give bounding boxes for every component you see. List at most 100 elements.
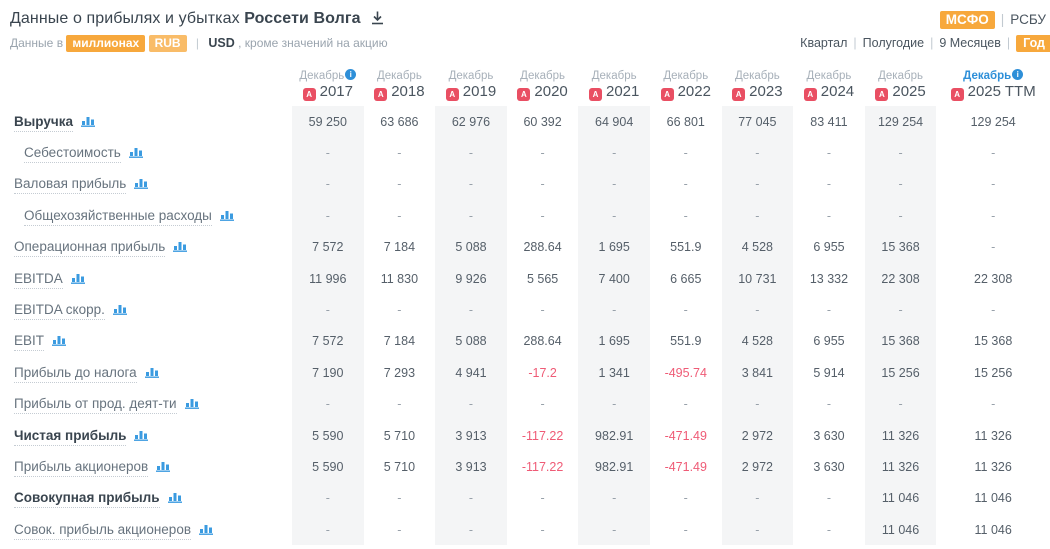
bar-chart-icon[interactable] [219, 209, 234, 224]
table-row: Прибыль от прод. деят-ти - - - - - - - - - - [0, 388, 1050, 420]
value-cell: - [721, 168, 794, 201]
table-row: Прибыль до налога 7 190 7 293 4 941 -17.2 1 3… [0, 357, 1050, 389]
standard-msfo-button[interactable]: МСФО [939, 11, 995, 29]
row-label[interactable]: Прибыль до налога [14, 364, 137, 383]
table-row: Себестоимость - - - - - - - - - - [0, 137, 1050, 169]
currency-rub-button[interactable]: RUB [148, 35, 187, 52]
page-subheader: Данные в миллионах RUB | USD , кроме зна… [0, 30, 1050, 52]
value-cell: 3 913 [435, 419, 507, 452]
bar-chart-icon[interactable] [144, 366, 159, 381]
value-cell: 5 590 [292, 419, 364, 452]
value-cell: - [578, 200, 650, 232]
value-cell: - [578, 482, 650, 515]
pdf-report-icon[interactable]: A [660, 88, 674, 102]
value-cell: - [540, 397, 545, 412]
bar-chart-icon[interactable] [52, 334, 67, 349]
pdf-report-icon[interactable]: A [732, 88, 746, 102]
value-cell: - [435, 294, 507, 326]
period-9months-tab[interactable]: 9 Месяцев [939, 36, 1001, 50]
bar-chart-icon[interactable] [128, 146, 143, 161]
bar-chart-icon[interactable] [156, 460, 171, 475]
column-year-label: A 2017 [292, 83, 364, 102]
value-cell: - [540, 208, 545, 223]
value-cell: - [292, 482, 364, 515]
info-icon[interactable]: i [345, 68, 357, 80]
value-cell: 9 926 [435, 262, 507, 295]
row-label[interactable]: Прибыль от прод. деят-ти [14, 396, 177, 415]
row-label[interactable]: Чистая прибыль [14, 427, 127, 446]
value-cell: 4 941 [435, 357, 507, 389]
row-label-cell: Прибыль до налога [0, 364, 292, 383]
units-suffix: , кроме значений на акцию [238, 36, 388, 50]
bar-chart-icon[interactable] [70, 272, 85, 287]
value-cell: 7 184 [383, 240, 416, 255]
period-quarter-tab[interactable]: Квартал [800, 36, 848, 50]
value-cell: - [683, 303, 688, 318]
pdf-report-icon[interactable]: A [517, 88, 531, 102]
bar-chart-icon[interactable] [184, 397, 199, 412]
value-cell: - [397, 397, 402, 412]
value-cell: 11 326 [864, 419, 937, 452]
bar-chart-icon[interactable] [80, 115, 95, 130]
row-label[interactable]: Прибыль акционеров [14, 458, 149, 477]
value-cell: 11 326 [864, 451, 937, 483]
value-cell: 982.91 [578, 419, 650, 452]
value-cell: - [826, 522, 832, 537]
pdf-report-icon[interactable]: A [445, 88, 459, 102]
value-cell: 5 914 [813, 365, 845, 380]
pdf-report-icon[interactable]: A [588, 88, 602, 102]
unit-scale-button[interactable]: миллионах [66, 35, 146, 52]
value-cell: -471.49 [664, 428, 707, 443]
value-cell: 3 630 [813, 428, 845, 443]
bar-chart-icon[interactable] [173, 240, 188, 255]
value-cell: - [826, 177, 832, 192]
row-label-cell: Валовая прибыль [0, 176, 292, 195]
bar-chart-icon[interactable] [134, 177, 149, 192]
pdf-report-icon[interactable]: A [374, 88, 388, 102]
standard-rsbu-button[interactable]: РСБУ [1010, 12, 1046, 27]
value-cell: 5 088 [435, 325, 507, 358]
pdf-report-icon[interactable]: A [803, 88, 817, 102]
row-label[interactable]: Валовая прибыль [14, 176, 127, 195]
table-row: Валовая прибыль - - - - - - - - - - [0, 168, 1050, 201]
standards-toggle: МСФО | РСБУ [939, 11, 1046, 29]
row-label[interactable]: Выручка [14, 113, 73, 132]
bar-chart-icon[interactable] [199, 523, 213, 538]
value-cell: - [864, 137, 937, 169]
row-label[interactable]: EBITDA скорр. [14, 302, 105, 321]
row-label[interactable]: Совокупная прибыль [14, 490, 160, 509]
bar-chart-icon[interactable] [134, 429, 149, 444]
column-year-label: A 2019 [435, 83, 507, 102]
row-label[interactable]: Общехозяйственные расходы [24, 207, 212, 226]
row-label[interactable]: Совок. прибыль акционеров [14, 521, 191, 540]
column-header-2023: Декабрь A 2023 [722, 69, 794, 102]
value-cell: - [397, 303, 402, 318]
pdf-report-icon[interactable]: A [875, 88, 889, 102]
row-label[interactable]: EBITDA [14, 270, 63, 289]
currency-usd-button[interactable]: USD [208, 36, 235, 50]
row-label-cell: EBIT [0, 333, 292, 352]
value-cell: -17.2 [528, 365, 557, 380]
download-icon[interactable] [371, 11, 384, 30]
value-cell: 3 913 [435, 451, 507, 483]
pdf-report-icon[interactable]: A [302, 88, 316, 102]
value-cell: - [991, 397, 996, 412]
pdf-report-icon[interactable]: A [950, 88, 964, 102]
period-halfyear-tab[interactable]: Полугодие [862, 36, 925, 50]
value-cell: - [721, 388, 794, 420]
bar-chart-icon[interactable] [112, 303, 127, 318]
value-cell: - [721, 482, 794, 515]
value-cell: - [435, 482, 507, 515]
row-label[interactable]: Себестоимость [24, 145, 121, 164]
info-icon[interactable]: i [1012, 68, 1024, 80]
row-label[interactable]: EBIT [14, 333, 45, 352]
row-label-cell: Общехозяйственные расходы [0, 207, 292, 226]
period-year-tab[interactable]: Год [1016, 35, 1050, 52]
bar-chart-icon[interactable] [167, 491, 182, 506]
column-header-2024: Декабрь A 2024 [793, 69, 865, 102]
value-cell: - [826, 397, 832, 412]
row-label[interactable]: Операционная прибыль [14, 239, 166, 258]
period-separator: | [1006, 36, 1011, 50]
value-cell: 3 630 [813, 459, 845, 474]
value-cell: - [826, 146, 832, 161]
